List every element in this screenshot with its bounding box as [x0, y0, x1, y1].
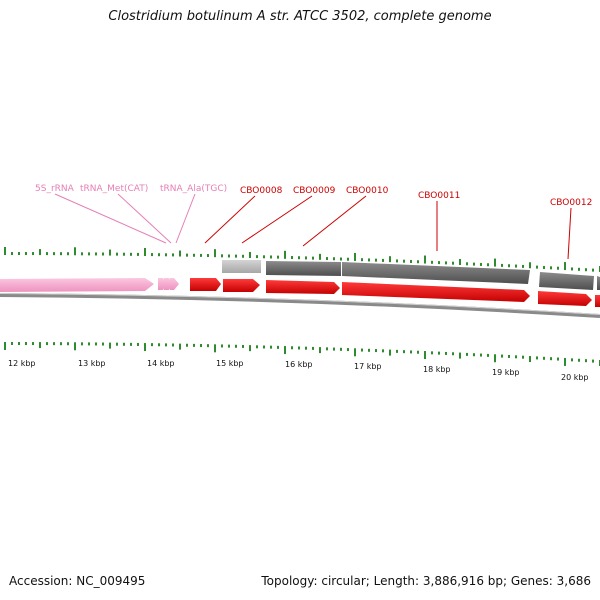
label-leader-lines	[54, 193, 572, 260]
cds-arrow-cbo0012[interactable]	[538, 291, 592, 306]
rrna-arrow[interactable]	[0, 278, 154, 292]
scale-label-12kbp: 12 kbp	[8, 359, 36, 368]
leader-5s-rrna	[54, 193, 167, 244]
label-cbo0010: CBO0010	[346, 186, 389, 196]
label-cbo0008: CBO0008	[240, 186, 283, 196]
cds-arrow-cbo0010[interactable]	[266, 280, 340, 294]
gene-dark-block-4[interactable]	[597, 276, 600, 290]
gene-light-block[interactable]	[222, 260, 261, 273]
gene-dark-block-1[interactable]	[266, 261, 341, 276]
scale-label-15kbp: 15 kbp	[216, 359, 244, 368]
cds-feature-track	[190, 278, 600, 307]
scale-label-14kbp: 14 kbp	[147, 359, 175, 368]
rna-feature-track	[0, 278, 179, 292]
genome-backbone	[0, 293, 600, 318]
cds-arrow-partial[interactable]	[595, 295, 600, 307]
scale-label-16kbp: 16 kbp	[285, 360, 313, 369]
label-cbo0012: CBO0012	[550, 198, 592, 208]
label-trna-met: tRNA_Met(CAT)	[80, 184, 148, 194]
cds-arrow-cbo0011[interactable]	[342, 282, 530, 302]
leader-trna-met	[117, 193, 172, 244]
top-tick-row	[4, 247, 600, 272]
leader-cbo0010	[302, 195, 367, 247]
scale-label-19kbp: 19 kbp	[492, 368, 520, 377]
gene-dark-block-2[interactable]	[342, 262, 530, 284]
leader-cbo0009	[241, 195, 313, 244]
label-trna-ala: tRNA_Ala(TGC)	[160, 184, 227, 194]
trna-arrow-3[interactable]	[170, 278, 179, 290]
scale-label-17kbp: 17 kbp	[354, 362, 382, 371]
leader-cbo0008	[204, 195, 256, 244]
scale-label-20kbp: 20 kbp	[561, 373, 589, 382]
genome-title: Clostridium botulinum A str. ATCC 3502, …	[108, 9, 492, 24]
scale-label-18kbp: 18 kbp	[423, 365, 451, 374]
gray-gene-track	[222, 260, 600, 290]
label-5s-rrna: 5S_rRNA	[35, 184, 75, 194]
label-cbo0009: CBO0009	[293, 186, 336, 196]
leader-cbo0012	[567, 207, 572, 260]
leader-trna-ala	[175, 193, 196, 244]
cds-arrow-cbo0009[interactable]	[223, 279, 260, 292]
scale-label-13kbp: 13 kbp	[78, 359, 106, 368]
bottom-tick-row	[4, 342, 600, 366]
accession-text: Accession: NC_009495	[9, 574, 146, 588]
cds-arrow-cbo0008[interactable]	[190, 278, 221, 291]
gene-dark-block-3[interactable]	[539, 272, 594, 290]
label-cbo0011: CBO0011	[418, 191, 460, 201]
genome-summary-text: Topology: circular; Length: 3,886,916 bp…	[261, 574, 591, 588]
genome-backbone-highlight	[0, 293, 600, 315]
